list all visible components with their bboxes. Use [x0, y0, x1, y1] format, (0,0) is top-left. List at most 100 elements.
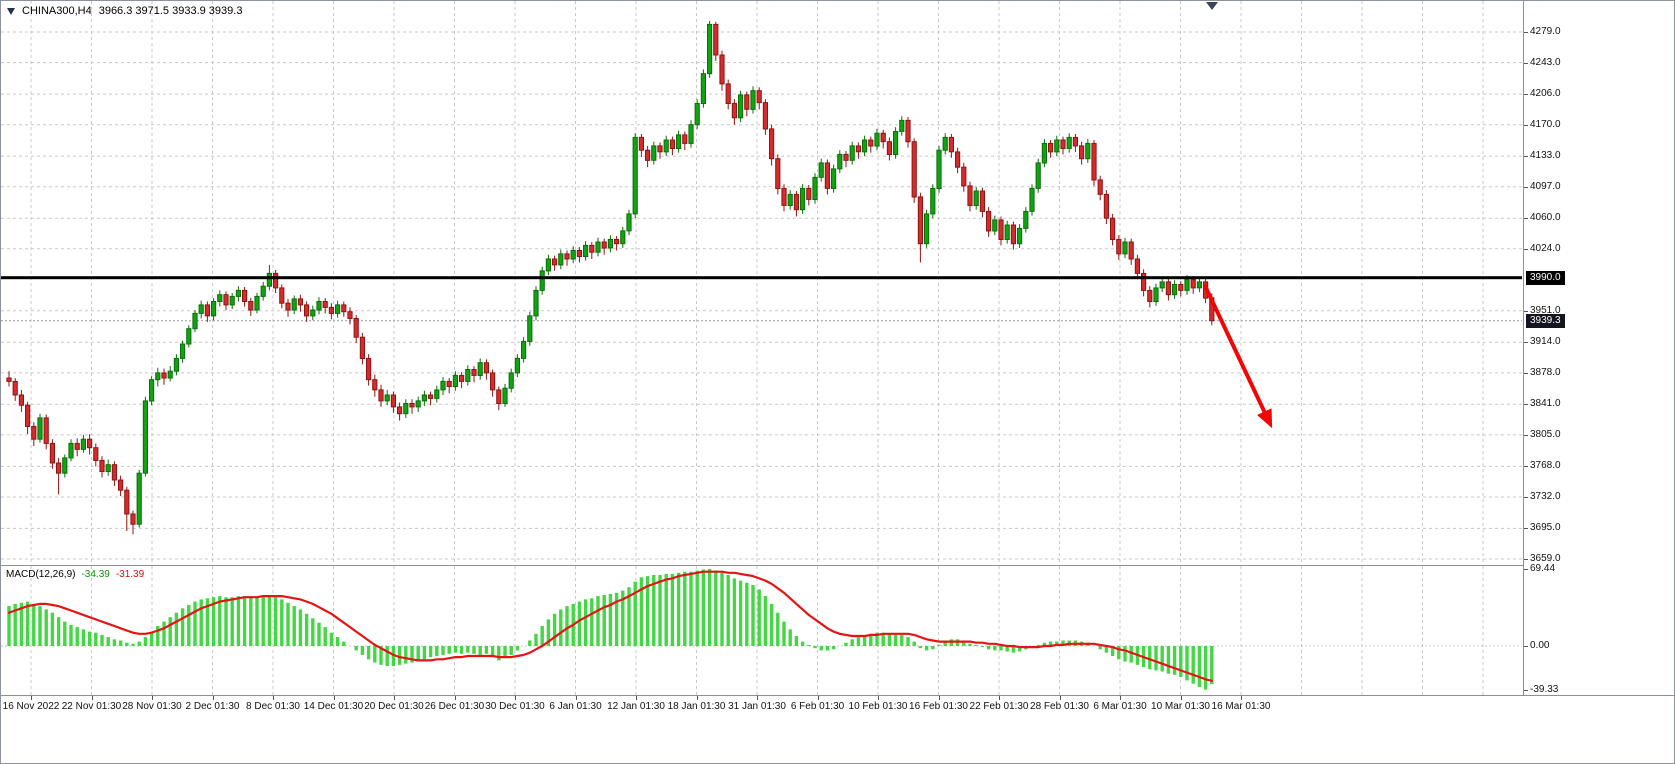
time-tickmark [152, 696, 153, 700]
price-tickmark [1524, 497, 1528, 498]
time-axis-label: 28 Nov 01:30 [122, 701, 182, 712]
price-tickmark [1524, 342, 1528, 344]
time-axis-label: 10 Feb 01:30 [848, 701, 908, 712]
macd-indicator-panel[interactable] [1, 566, 1522, 695]
chart-shift-marker-icon[interactable] [1206, 2, 1218, 10]
macd-chart-svg [1, 566, 1522, 695]
time-tickmark [757, 696, 758, 700]
price-axis-label: 3805.0 [1530, 428, 1561, 440]
time-axis-label: 6 Feb 01:30 [790, 701, 845, 712]
symbol-name: CHINA300,H4 [22, 5, 92, 17]
time-axis[interactable]: 16 Nov 2022 22 Nov 01:30 28 Nov 01:30 2 Dec… [1, 695, 1674, 722]
time-axis-label: 18 Jan 01:30 [667, 701, 726, 712]
time-axis-label: 6 Mar 01:30 [1093, 701, 1147, 712]
price-tickmark [1524, 32, 1528, 33]
price-axis-label: 3732.0 [1530, 491, 1561, 502]
price-axis-label: 4133.0 [1530, 150, 1561, 162]
time-tickmark [273, 696, 274, 700]
price-axis-label: 3768.0 [1530, 460, 1561, 472]
time-tickmark [333, 696, 335, 700]
macd-histogram-layer [7, 569, 1214, 690]
symbol-ohlc-values: 3966.3 3971.5 3933.9 3939.3 [98, 5, 243, 17]
time-tickmark [1180, 696, 1182, 700]
price-axis-label: 4206.0 [1530, 88, 1561, 100]
time-tickmark [31, 696, 32, 700]
time-axis-label: 2 Dec 01:30 [185, 701, 240, 712]
time-axis-label: 30 Dec 01:30 [485, 701, 545, 712]
time-axis-label: 22 Nov 01:30 [61, 701, 122, 712]
grid-layer [1, 1, 1522, 565]
time-tickmark [575, 696, 577, 700]
time-tickmark [212, 696, 214, 700]
time-axis-label: 22 Feb 01:30 [969, 701, 1029, 712]
time-axis-label: 16 Nov 2022 [2, 701, 60, 712]
horizontal-line-object[interactable] [1, 276, 1522, 280]
macd-grid-layer [1, 566, 1522, 695]
price-axis-label: 4060.0 [1530, 212, 1561, 224]
price-tickmark [1524, 124, 1528, 126]
price-tickmark [1524, 62, 1528, 64]
time-tickmark [696, 696, 698, 700]
time-tickmark [636, 696, 637, 700]
macd-indicator-title: MACD(12,26,9) -34.39 -31.39 [6, 569, 144, 580]
chart-title: CHINA300,H4 3966.3 3971.5 3933.9 3939.3 [7, 5, 242, 17]
time-axis-label: 14 Dec 01:30 [303, 701, 364, 712]
price-tickmark [1524, 186, 1528, 188]
price-tickmark [1524, 404, 1528, 406]
time-axis-label: 16 Mar 01:30 [1211, 701, 1271, 712]
price-axis-label: 3659.0 [1530, 553, 1561, 564]
macd-signal-line [7, 570, 1213, 682]
macd-tickmark [1524, 569, 1528, 570]
time-axis-label: 6 Jan 01:30 [549, 701, 602, 712]
price-tickmark [1524, 434, 1528, 436]
main-chart-panel[interactable] [1, 1, 1522, 565]
time-axis-label: 28 Feb 01:30 [1030, 701, 1089, 712]
macd-label: MACD(12,26,9) [6, 569, 76, 580]
time-axis-label: 26 Dec 01:30 [424, 701, 485, 712]
macd-scale-label: -39.33 [1530, 683, 1559, 695]
hline-price-label: 3990.0 [1526, 270, 1565, 285]
price-tickmark [1524, 156, 1528, 158]
price-axis-label: 3878.0 [1530, 366, 1561, 378]
macd-tickmark [1524, 646, 1528, 647]
time-tickmark [454, 696, 456, 700]
price-tickmark [1524, 248, 1528, 250]
price-chart-svg [1, 1, 1522, 565]
time-tickmark [91, 696, 93, 700]
time-tickmark [1059, 696, 1061, 700]
price-tickmark [1524, 372, 1528, 374]
time-tickmark [1241, 696, 1242, 700]
time-axis-label: 10 Mar 01:30 [1151, 701, 1210, 712]
time-tickmark [817, 696, 819, 700]
time-tickmark [1120, 696, 1121, 700]
candles-layer [6, 21, 1215, 535]
time-tickmark [878, 696, 879, 700]
macd-signal-value: -31.39 [115, 569, 145, 580]
time-tickmark [394, 696, 395, 700]
time-axis-label: 20 Dec 01:30 [364, 701, 424, 712]
time-tickmark [999, 696, 1000, 700]
time-tickmark [515, 696, 516, 700]
time-axis-label: 16 Feb 01:30 [909, 701, 968, 712]
time-axis-label: 31 Jan 01:30 [728, 701, 786, 712]
price-tickmark [1524, 218, 1528, 220]
price-tickmark [1524, 466, 1528, 468]
panel-divider[interactable] [1, 565, 1523, 566]
price-axis-label: 3695.0 [1530, 522, 1561, 534]
price-axis-label: 3841.0 [1530, 398, 1561, 410]
macd-tickmark [1524, 689, 1528, 691]
price-axis-label: 4097.0 [1530, 180, 1561, 192]
price-axis-label: 3951.0 [1530, 304, 1561, 316]
price-tickmark [1524, 559, 1528, 560]
bid-price-badge: 3939.3 [1526, 313, 1565, 328]
trend-arrow[interactable] [1202, 283, 1273, 429]
symbol-marker-icon [7, 7, 15, 15]
price-axis-label: 3914.0 [1530, 336, 1561, 348]
price-axis-label: 4243.0 [1530, 56, 1561, 68]
price-tickmark [1524, 310, 1528, 312]
price-axis[interactable]: 4279.0 4243.0 4206.0 4170.0 4133.0 4097.0 4060… [1523, 1, 1674, 695]
price-tickmark [1524, 528, 1528, 530]
macd-main-value: -34.39 [81, 569, 110, 580]
time-tickmark [938, 696, 940, 700]
